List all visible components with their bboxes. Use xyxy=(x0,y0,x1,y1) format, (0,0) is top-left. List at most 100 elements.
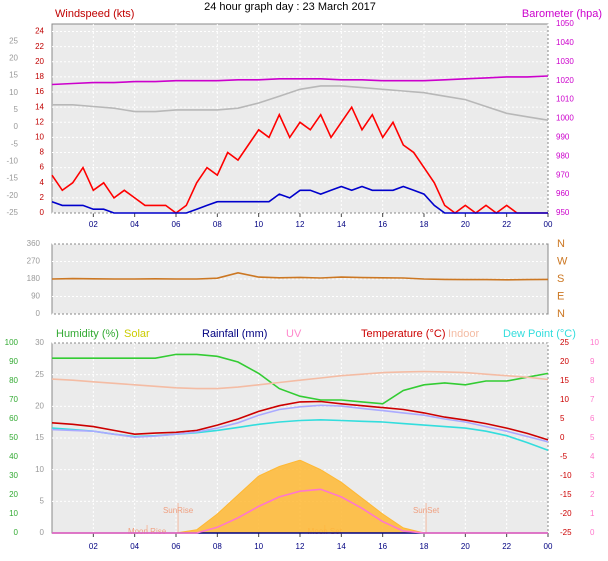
y2-tick-label: -25 xyxy=(560,528,572,537)
y-tick-label: 10 xyxy=(35,133,44,142)
x-tick-label: 22 xyxy=(502,542,511,551)
y-tick-label: 100 xyxy=(5,338,19,347)
y2-tick-label: S xyxy=(557,273,564,285)
y2-tick-label: 25 xyxy=(560,338,569,347)
y3-tick-label: 15 xyxy=(9,71,18,80)
x-tick-label: 00 xyxy=(544,220,553,229)
y-tick-label: 22 xyxy=(35,42,44,51)
y3-tick-label: 30 xyxy=(35,338,44,347)
line xyxy=(51,400,549,441)
y2-tick-label: -10 xyxy=(560,471,572,480)
y2-tick-label: 1000 xyxy=(556,114,574,123)
x-tick-label: 20 xyxy=(461,542,470,551)
y-tick-label: 14 xyxy=(35,102,44,111)
y3-tick-label: 20 xyxy=(35,401,44,410)
legend-entry: UV xyxy=(286,328,302,340)
y-tick-label: 90 xyxy=(9,357,18,366)
y4-tick-label: 2 xyxy=(590,490,595,499)
line xyxy=(52,85,549,121)
y2-tick-label: 10 xyxy=(560,395,569,404)
y3-tick-label: -5 xyxy=(11,139,19,148)
y2-tick-label: 950 xyxy=(556,208,570,217)
y-tick-label: 90 xyxy=(31,292,40,301)
y-tick-label: 0 xyxy=(36,309,41,318)
y-tick-label: 20 xyxy=(9,490,18,499)
x-tick-label: 22 xyxy=(502,220,511,229)
y-tick-label: 50 xyxy=(9,433,18,442)
y2-tick-label: E xyxy=(557,290,564,302)
line xyxy=(51,185,548,214)
annotation: SunRise xyxy=(163,506,194,515)
y-tick-label: 0 xyxy=(40,208,45,217)
x-tick-label: 10 xyxy=(254,220,263,229)
y-tick-label: 6 xyxy=(40,163,45,172)
y2-tick-label: 0 xyxy=(560,433,565,442)
y4-tick-label: 9 xyxy=(590,357,595,366)
y3-tick-label: 5 xyxy=(40,496,45,505)
y4-tick-label: 10 xyxy=(590,338,599,347)
y2-tick-label: 15 xyxy=(560,376,569,385)
y2-tick-label: W xyxy=(557,255,568,267)
y2-tick-label: 1040 xyxy=(556,38,574,47)
annotation: SunSet xyxy=(413,506,440,515)
y4-tick-label: 4 xyxy=(590,452,595,461)
y2-tick-label: 1020 xyxy=(556,76,574,85)
y3-tick-label: -10 xyxy=(6,157,18,166)
x-tick-label: 16 xyxy=(378,220,387,229)
y3-tick-label: 0 xyxy=(40,528,45,537)
legend-entry: Rainfall (mm) xyxy=(202,328,267,340)
line xyxy=(52,353,549,405)
x-tick-label: 02 xyxy=(89,542,98,551)
y2-tick-label: 1010 xyxy=(556,95,574,104)
y2-tick-label: 970 xyxy=(556,170,570,179)
y3-tick-label: 10 xyxy=(35,465,44,474)
y-tick-label: 2 xyxy=(40,193,45,202)
y2-tick-label: -20 xyxy=(560,509,572,518)
line xyxy=(51,370,549,390)
y-tick-label: 40 xyxy=(9,452,18,461)
y3-tick-label: 5 xyxy=(14,105,19,114)
y-tick-label: 180 xyxy=(27,274,41,283)
y3-tick-label: -25 xyxy=(6,208,18,217)
y-tick-label: 18 xyxy=(35,72,44,81)
y3-tick-label: -15 xyxy=(6,174,18,183)
y-tick-label: 4 xyxy=(40,178,45,187)
y2-tick-label: 5 xyxy=(560,414,565,423)
y-tick-label: 24 xyxy=(35,27,44,36)
y4-tick-label: 0 xyxy=(590,528,595,537)
y-tick-label: 270 xyxy=(27,257,41,266)
x-tick-label: 00 xyxy=(544,542,553,551)
y2-tick-label: 990 xyxy=(556,133,570,142)
y2-tick-label: N xyxy=(557,308,565,320)
y-tick-label: 20 xyxy=(35,57,44,66)
axis-label: Windspeed (kts) xyxy=(55,8,134,20)
y4-tick-label: 1 xyxy=(590,509,595,518)
y4-tick-label: 6 xyxy=(590,414,595,423)
y-tick-label: 70 xyxy=(9,395,18,404)
x-tick-label: 12 xyxy=(296,220,305,229)
y2-tick-label: -5 xyxy=(560,452,568,461)
line xyxy=(51,271,549,281)
line xyxy=(52,488,548,534)
x-tick-label: 04 xyxy=(130,542,139,551)
y-tick-label: 360 xyxy=(27,239,41,248)
x-tick-label: 06 xyxy=(172,220,181,229)
y3-tick-label: 15 xyxy=(35,433,44,442)
y-tick-label: 60 xyxy=(9,414,18,423)
chart-title: 24 hour graph day : 23 March 2017 xyxy=(204,1,376,13)
x-tick-label: 18 xyxy=(420,542,429,551)
y3-tick-label: 0 xyxy=(14,122,19,131)
x-tick-label: 02 xyxy=(89,220,98,229)
line xyxy=(51,105,548,214)
line xyxy=(51,75,549,86)
legend-entry: Dew Point (°C) xyxy=(503,328,576,340)
y-tick-label: 0 xyxy=(14,528,19,537)
x-tick-label: 10 xyxy=(254,542,263,551)
y2-tick-label: 960 xyxy=(556,189,570,198)
x-tick-label: 18 xyxy=(420,220,429,229)
y2-tick-label: 1030 xyxy=(556,57,574,66)
y-tick-label: 12 xyxy=(35,117,44,126)
y-tick-label: 80 xyxy=(9,376,18,385)
y4-tick-label: 8 xyxy=(590,376,595,385)
y2-tick-label: 20 xyxy=(560,357,569,366)
